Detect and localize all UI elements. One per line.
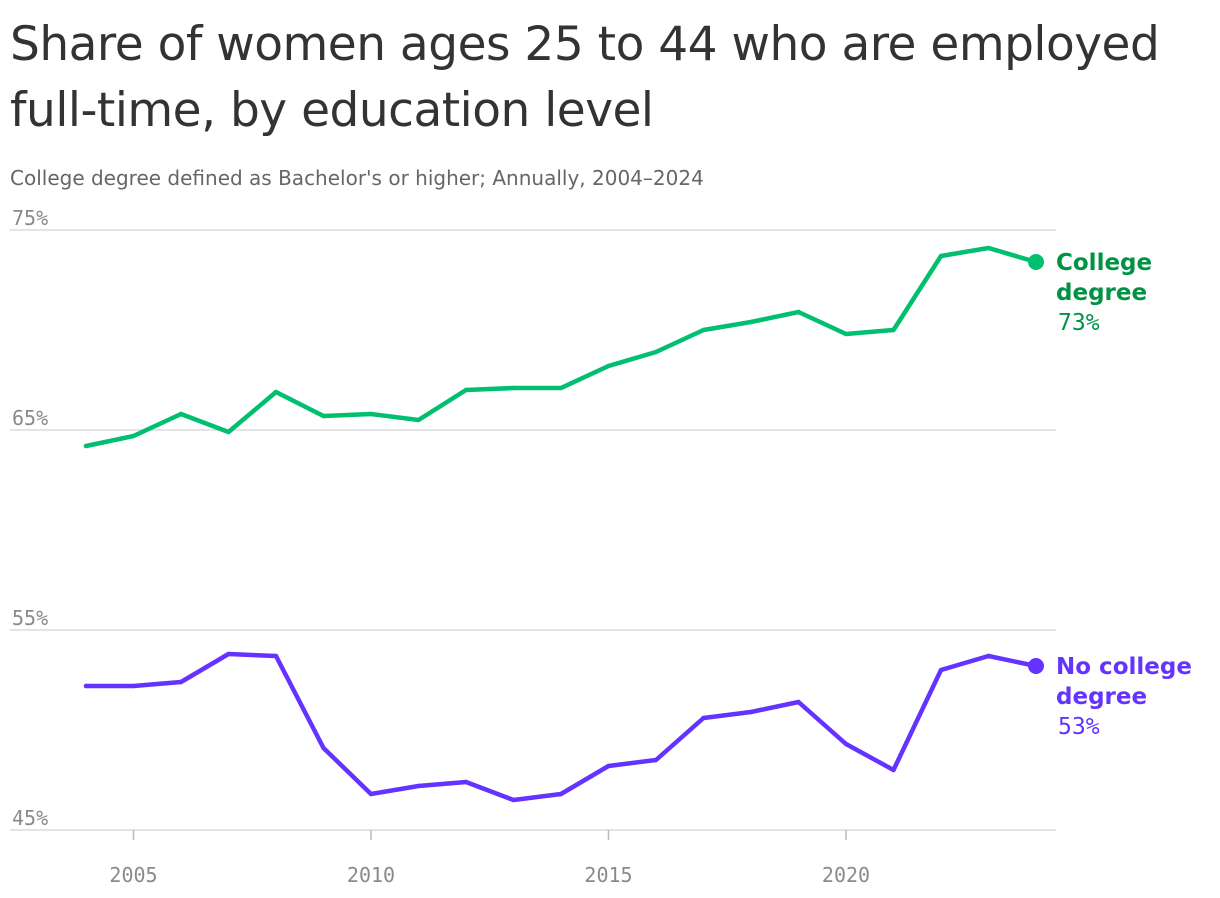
data-point-no-college-degree: [701, 715, 706, 721]
data-point-no-college-degree: [273, 653, 279, 659]
data-point-no-college-degree: [83, 683, 89, 689]
data-point-college-degree: [938, 253, 944, 259]
data-point-college-degree: [701, 327, 706, 333]
y-tick-label: 45%: [12, 806, 48, 830]
data-point-no-college-degree: [463, 779, 469, 785]
data-point-college-degree: [178, 411, 184, 417]
data-point-no-college-degree: [606, 763, 611, 769]
series-labels: College degree 73% No college degree 53%: [1056, 250, 1192, 740]
x-tick-label: 2020: [822, 863, 870, 887]
data-point-college-degree: [796, 309, 801, 315]
data-point-no-college-degree: [416, 783, 421, 789]
data-point-college-degree: [843, 331, 849, 337]
data-point-college-degree: [416, 417, 421, 423]
x-tick-label: 2015: [584, 863, 632, 887]
data-point-no-college-degree: [178, 679, 184, 685]
data-point-college-degree: [226, 429, 231, 435]
series-line-no-college-degree: [83, 651, 1039, 803]
y-axis-ticks: 45% 55% 65% 75%: [12, 206, 48, 830]
data-point-no-college-degree: [558, 791, 564, 797]
data-point-college-degree: [511, 385, 516, 391]
data-point-no-college-degree: [986, 653, 991, 659]
data-point-college-degree: [748, 319, 754, 325]
series-label-no-college-degree: degree: [1056, 684, 1147, 710]
data-point-college-degree: [558, 385, 564, 391]
series-label-college-degree: degree: [1056, 280, 1147, 306]
data-point-college-degree: [131, 433, 136, 439]
y-tick-label: 75%: [12, 206, 48, 230]
end-marker-no-college-degree: [1028, 658, 1044, 674]
data-point-college-degree: [321, 413, 326, 419]
chart-subtitle: College degree defined as Bachelor's or …: [10, 166, 704, 190]
end-marker-college-degree: [1028, 254, 1044, 270]
data-point-no-college-degree: [891, 767, 896, 773]
data-point-college-degree: [83, 443, 89, 449]
series-end-value-college-degree: 73%: [1058, 310, 1100, 336]
y-tick-label: 65%: [12, 406, 48, 430]
data-point-college-degree: [653, 349, 659, 355]
data-point-no-college-degree: [511, 797, 516, 803]
series-line-college-degree: [83, 245, 1039, 449]
x-tick-label: 2005: [109, 863, 157, 887]
data-point-college-degree: [891, 327, 896, 333]
data-point-no-college-degree: [938, 667, 944, 673]
gridlines: [10, 229, 1056, 831]
x-tick-label: 2010: [347, 863, 395, 887]
data-point-college-degree: [986, 245, 991, 251]
data-point-no-college-degree: [321, 745, 326, 751]
data-point-no-college-degree: [131, 683, 136, 689]
data-point-college-degree: [273, 389, 279, 395]
y-tick-label: 55%: [12, 606, 48, 630]
data-point-no-college-degree: [368, 791, 374, 797]
data-point-no-college-degree: [226, 651, 231, 657]
data-point-college-degree: [463, 387, 469, 393]
chart-title: Share of women ages 25 to 44 who are emp…: [10, 17, 1160, 138]
data-point-no-college-degree: [796, 699, 801, 705]
series-group: [83, 245, 1044, 803]
data-point-no-college-degree: [843, 741, 849, 747]
x-axis-ticks: 2005 2010 2015 2020: [109, 830, 870, 887]
data-point-college-degree: [606, 363, 611, 369]
series-label-no-college-degree: No college: [1056, 654, 1192, 680]
series-end-value-no-college-degree: 53%: [1058, 714, 1100, 740]
data-point-no-college-degree: [748, 709, 754, 715]
series-label-college-degree: College: [1056, 250, 1152, 276]
data-point-no-college-degree: [653, 757, 659, 763]
data-point-college-degree: [368, 411, 374, 417]
